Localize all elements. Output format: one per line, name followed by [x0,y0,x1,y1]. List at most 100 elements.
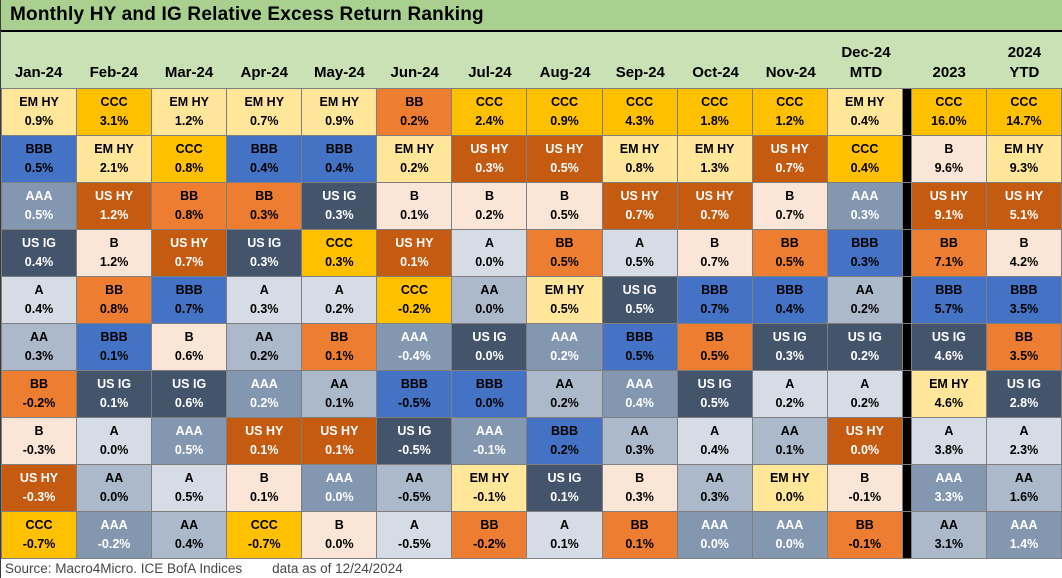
rank-cell: US IG 0.6% [152,371,227,417]
rank-cell-value: 0.5% [625,349,654,363]
rank-cell: CCC 0.8% [152,136,227,182]
rank-cell-rating: BB [405,95,424,110]
rank-cell-rating: BB [480,518,499,533]
rank-cell-value: 0.7% [174,255,204,269]
rank-cell: BBB 0.4% [752,277,827,323]
rank-cell-rating: B [860,471,870,486]
rank-cell-value: 0.9% [24,114,54,128]
rank-cell-value: -0.1% [473,490,506,504]
rank-cell-rating: AA [555,377,574,392]
rank-cell-rating: US HY [770,142,809,157]
rank-cell-rating: US IG [847,330,882,345]
rank-cell-rating: BB [855,518,874,533]
rank-cell: EM HY -0.1% [452,465,527,511]
rank-cell-rating: B [1019,236,1029,251]
rank-cell-rating: US IG [547,471,582,486]
column-header-may-24: May-24 [302,32,377,88]
rank-cell-rating: AA [630,424,649,439]
rank-cell-value: 0.0% [325,537,354,551]
rank-cell-value: 1.2% [775,114,804,128]
column-header-sep-24: Sep-24 [603,32,678,88]
rank-cell-value: 1.4% [1009,537,1039,551]
rank-cell: BB 0.3% [227,183,302,229]
rank-cell-value: -0.1% [473,443,506,457]
rank-cell-value: 0.1% [325,443,354,457]
rank-cell: US HY 0.5% [527,136,602,182]
rank-cell-rating: AAA [400,330,428,345]
rank-cell-value: -0.3% [22,443,56,457]
rank-cell-value: 0.0% [475,349,504,363]
rank-cell-value: 0.4% [24,302,54,316]
column-header-label: 2023 [932,63,966,81]
rank-cell-rating: A [944,424,954,439]
rank-cell: BBB 3.5% [986,277,1061,323]
rank-cell: CCC 16.0% [911,89,986,135]
asof-text: data as of 12/24/2024 [272,561,403,576]
rank-cell: EM HY 0.9% [2,89,77,135]
column-header-top-label: 2024 [1007,43,1042,61]
rank-cell-value: 0.1% [99,396,129,410]
rank-cell-value: -0.5% [398,537,431,551]
rank-cell-value: 0.5% [625,302,654,316]
rank-cell-rating: CCC [325,236,353,251]
header-separator [904,32,912,88]
rank-cell-value: 0.3% [249,255,279,269]
rank-cell-value: 0.3% [850,255,880,269]
rank-cell-value: 2.1% [99,161,129,175]
rank-cell-value: 4.2% [1009,255,1039,269]
rank-cell: A 0.2% [302,277,377,323]
rank-cell-rating: A [484,236,494,251]
rank-cell-value: 0.1% [325,349,354,363]
rank-cell: BBB 5.7% [911,277,986,323]
rank-cell-rating: A [184,471,194,486]
rank-cell-rating: US HY [470,142,509,157]
rank-cell-value: 0.1% [400,255,429,269]
rank-cell-rating: CCC [400,283,428,298]
rank-cell: A 0.0% [77,418,152,464]
rank-cell-value: 1.6% [1009,490,1039,504]
rank-cell: CCC 1.8% [677,89,752,135]
rank-cell-value: 0.3% [625,443,654,457]
column-header-label: Aug-24 [539,63,591,81]
rank-cell: BBB 0.1% [77,324,152,370]
rank-cell-value: 0.1% [249,443,279,457]
rank-cell: BB 0.5% [752,230,827,276]
rank-cell-rating: BB [180,189,199,204]
rank-cell-value: 0.5% [174,443,204,457]
rank-cell: BBB 0.7% [677,277,752,323]
rank-cell-value: -0.7% [22,537,56,551]
rank-cell-rating: A [785,377,795,392]
rank-cell: AAA 0.0% [752,512,827,558]
rank-cell-rating: AA [330,377,349,392]
rank-cell: B 0.0% [302,512,377,558]
rank-cell-rating: US HY [929,189,968,204]
rank-cell-value: 9.6% [934,161,964,175]
rank-cell-value: 0.7% [700,208,729,222]
rank-cell-rating: A [109,424,119,439]
rank-cell-value: 7.1% [934,255,964,269]
rank-cell-rating: A [635,236,645,251]
rank-cell: A 0.2% [827,371,902,417]
rank-cell: US IG 0.3% [752,324,827,370]
rank-cell-value: -0.2% [473,537,506,551]
rank-cell-rating: B [34,424,44,439]
ranking-grid: EM HY 0.9% CCC 3.1% EM HY 1.2% EM HY 0.7% EM HY 0… [1,88,1062,559]
rank-cell: AA 0.2% [227,324,302,370]
rank-cell: BBB 0.0% [452,371,527,417]
rank-cell-value: 0.2% [850,349,880,363]
column-header-2023: 2023 [912,32,987,88]
rank-cell-rating: US IG [172,377,207,392]
rank-cell-value: -0.1% [848,490,882,504]
rank-cell-rating: US HY [19,471,59,486]
rank-cell: US HY 0.1% [227,418,302,464]
rank-cell: B 0.2% [452,183,527,229]
rank-cell: AA 0.2% [827,277,902,323]
rank-cell: EM HY 1.3% [677,136,752,182]
rank-cell-value: 0.0% [775,537,804,551]
rank-cell: A 0.2% [752,371,827,417]
rank-cell-value: 0.0% [475,396,504,410]
rank-cell-value: 0.2% [550,396,579,410]
column-header-label: Apr-24 [240,63,288,81]
rank-cell-value: 1.8% [700,114,729,128]
rank-cell-rating: US IG [931,330,966,345]
